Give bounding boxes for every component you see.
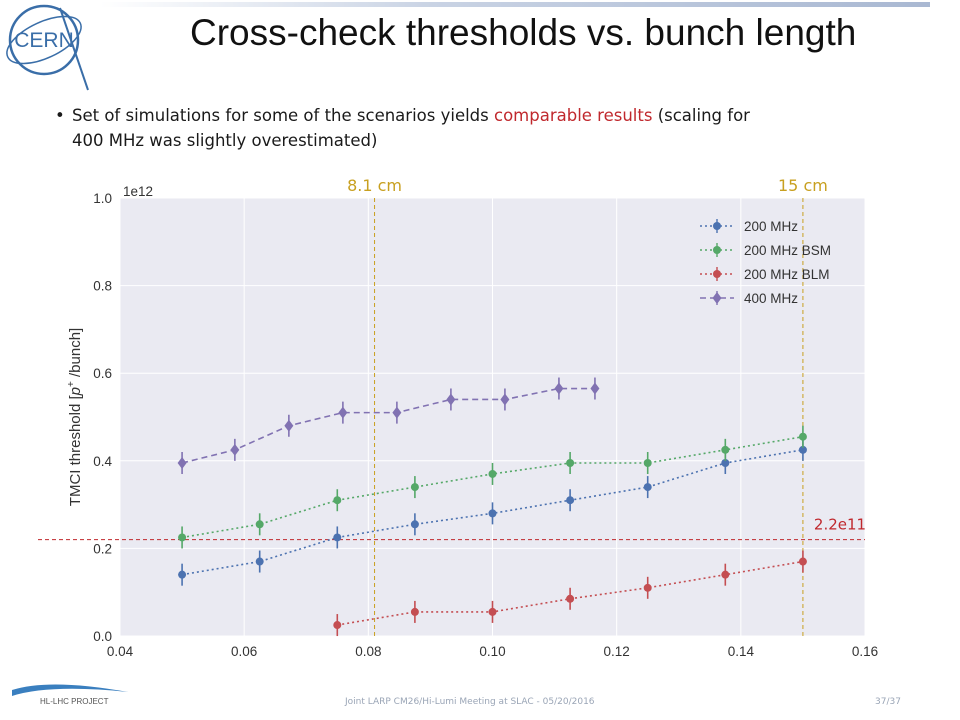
data-point: [488, 509, 497, 518]
data-point: [643, 458, 652, 467]
svg-text:CERN: CERN: [14, 29, 74, 52]
data-point: [392, 406, 402, 419]
y-tick-label: 0.0: [93, 629, 112, 644]
data-point: [500, 393, 510, 406]
data-point: [410, 520, 419, 529]
cern-logo: CERN: [6, 4, 89, 91]
legend-marker: [713, 270, 721, 278]
y-offset-label: 1e12: [123, 184, 153, 199]
bullet-point: • Set of simulations for some of the sce…: [55, 103, 885, 153]
data-point: [798, 432, 807, 441]
data-point: [333, 621, 342, 630]
bullet-dot: •: [55, 106, 65, 125]
footer: Joint LARP CM26/Hi-Lumi Meeting at SLAC …: [0, 695, 960, 715]
tmci-chart: 0.04 0.06 0.08 0.10 0.12 0.14 0.16 0.0 0.2 0.4 0.6…: [38, 176, 878, 659]
data-point: [178, 570, 187, 579]
data-point: [333, 533, 342, 542]
page-number: 37/37: [875, 697, 901, 707]
y-axis-label: TMCI threshold [p+ /bunch]: [66, 328, 84, 506]
data-point: [410, 607, 419, 616]
legend-label: 200 MHz BLM: [744, 267, 830, 282]
data-point: [798, 557, 807, 566]
data-point: [554, 382, 564, 395]
data-point: [284, 419, 294, 432]
data-point: [230, 443, 240, 456]
y-tick-label: 1.0: [93, 191, 112, 206]
x-tick-label: 0.08: [355, 644, 381, 659]
data-point: [798, 445, 807, 454]
bullet-text-line2: 400 MHz was slightly overestimated): [72, 131, 378, 150]
bullet-highlight: comparable results: [494, 106, 653, 125]
legend-marker: [713, 222, 721, 230]
legend-marker: [713, 246, 721, 254]
data-point: [643, 583, 652, 592]
x-tick-label: 0.06: [231, 644, 257, 659]
data-point: [410, 483, 419, 492]
footer-text: Joint LARP CM26/Hi-Lumi Meeting at SLAC …: [345, 697, 595, 707]
data-point: [488, 469, 497, 478]
data-point: [338, 406, 348, 419]
data-point: [643, 483, 652, 492]
x-tick-label: 0.04: [107, 644, 134, 659]
x-tick-label: 0.16: [852, 644, 878, 659]
slide-title: Cross-check thresholds vs. bunch length: [190, 12, 857, 53]
series-line: [181, 435, 804, 539]
x-tick-label: 0.10: [479, 644, 505, 659]
y-tick-label: 0.8: [93, 279, 112, 294]
data-point: [566, 458, 575, 467]
legend-label: 400 MHz: [744, 291, 798, 306]
data-point: [178, 533, 187, 542]
y-tick-label: 0.6: [93, 366, 112, 381]
legend-marker: [712, 292, 722, 304]
legend-label: 200 MHz: [744, 219, 798, 234]
x-tick-label: 0.12: [604, 644, 630, 659]
bullet-text-start: Set of simulations for some of the scena…: [72, 106, 494, 125]
threshold-reference-label: 2.2e11: [814, 516, 866, 534]
data-point: [333, 496, 342, 505]
data-point: [721, 458, 730, 467]
y-tick-label: 0.2: [93, 541, 112, 556]
hl-lhc-project-logo: HL-LHC PROJECT: [12, 684, 128, 706]
data-point: [177, 456, 187, 469]
series-line: [181, 449, 804, 576]
bunch-length-marker-label: 8.1 cm: [347, 176, 402, 195]
svg-text:HL-LHC PROJECT: HL-LHC PROJECT: [40, 697, 109, 706]
bullet-text-end: (scaling for: [652, 106, 750, 125]
title-rule: [100, 2, 930, 7]
data-point: [566, 496, 575, 505]
data-point: [566, 594, 575, 603]
data-point: [488, 607, 497, 616]
data-point: [721, 570, 730, 579]
data-point: [255, 557, 264, 566]
x-tick-label: 0.14: [728, 644, 755, 659]
data-point: [255, 520, 264, 529]
data-point: [721, 445, 730, 454]
legend-label: 200 MHz BSM: [744, 243, 831, 258]
bunch-length-marker-label: 15 cm: [778, 176, 828, 195]
y-tick-label: 0.4: [93, 454, 112, 469]
data-point: [590, 382, 600, 395]
data-point: [446, 393, 456, 406]
